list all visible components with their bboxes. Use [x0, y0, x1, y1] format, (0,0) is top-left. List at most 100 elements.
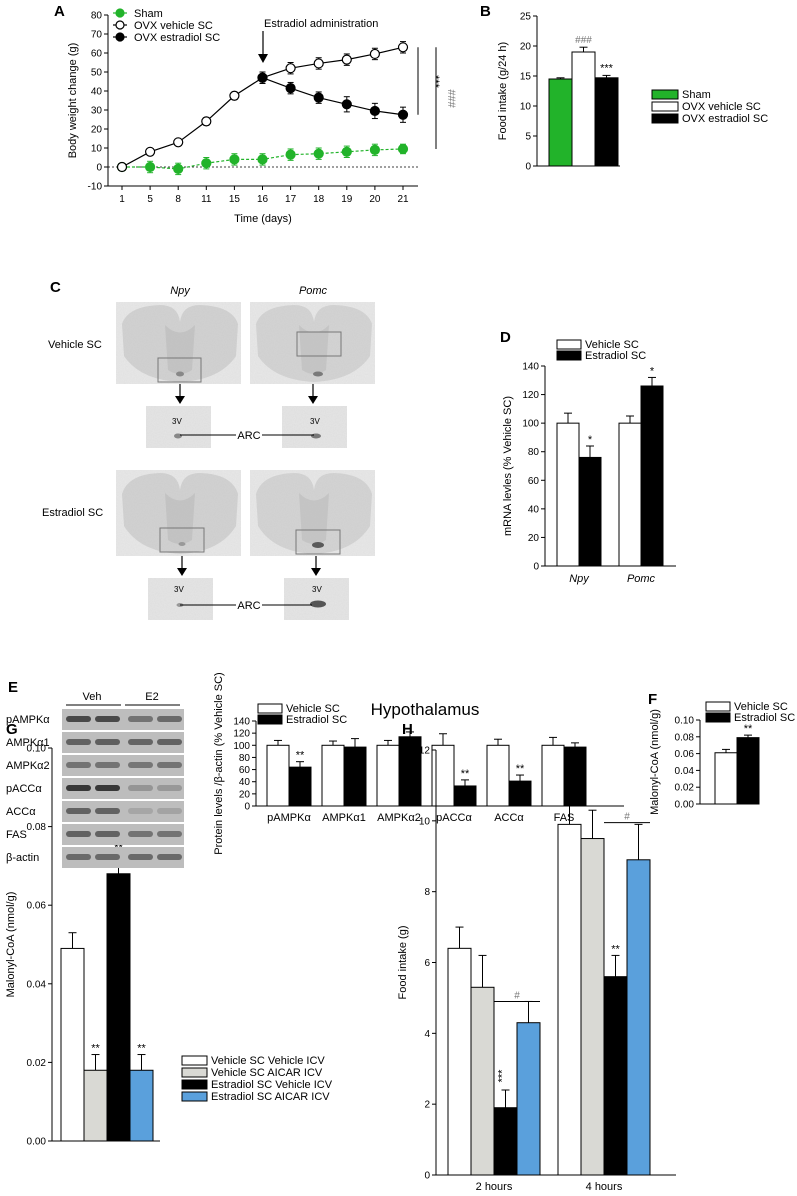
x-tick-label: 16	[257, 194, 269, 205]
legend-swatch	[181, 1055, 208, 1066]
blot-band	[66, 808, 91, 814]
legend-label: Estradiol SC	[585, 350, 646, 362]
blot-band	[128, 739, 153, 745]
data-point	[285, 149, 296, 160]
y-axis-title: Malonyl-CoA (nmol/g)	[5, 892, 17, 998]
blot-group-veh: Veh	[83, 691, 102, 703]
data-point	[145, 146, 156, 157]
blot-band	[66, 762, 91, 768]
legend-label: OVX estradiol SC	[134, 32, 220, 44]
y-tick-label: 120	[233, 729, 250, 740]
y-tick-label: 100	[233, 741, 250, 752]
legend-label: Estradiol SC	[286, 714, 347, 726]
x-axis-title: Time (days)	[234, 213, 292, 225]
legend-marker	[115, 20, 125, 30]
legend-swatch	[705, 712, 731, 723]
x-tick-label: 19	[341, 194, 353, 205]
bar	[288, 766, 312, 807]
y-tick-label: 0.08	[27, 822, 47, 833]
bar	[83, 1069, 108, 1142]
y-tick-label: 20	[91, 125, 103, 136]
y-tick-label: 0.00	[27, 1137, 47, 1148]
blot-strip	[62, 732, 184, 753]
bar	[129, 1069, 154, 1142]
bar	[571, 51, 596, 167]
legend-swatch	[651, 101, 679, 112]
col-label-pomc: Pomc	[299, 285, 328, 297]
blot-band	[128, 762, 153, 768]
x-tick-label: 4 hours	[586, 1181, 623, 1193]
x-tick-label: pACCα	[436, 812, 472, 824]
bar	[556, 422, 580, 567]
significance-marker: **	[516, 763, 525, 775]
row-label-estradiol: Estradiol SC	[42, 507, 103, 519]
data-point	[257, 154, 268, 165]
y-tick-label: 10	[520, 102, 532, 113]
blot-band	[95, 854, 120, 860]
panel-label-e: E	[8, 679, 18, 696]
blot-band	[95, 785, 120, 791]
npy-vehicle-section	[116, 302, 241, 384]
blot-band	[66, 739, 91, 745]
bar	[640, 385, 664, 567]
legend-label: Sham	[134, 8, 163, 20]
y-tick-label: 0.00	[675, 800, 695, 811]
blot-row-label: pAMPKα	[6, 714, 50, 726]
x-tick-label: ACCα	[494, 812, 524, 824]
bar	[541, 744, 565, 807]
bar	[493, 1107, 518, 1176]
npy-estradiol-zoom: 3V	[148, 578, 213, 620]
legend-label: OVX estradiol SC	[682, 113, 768, 125]
legend-swatch	[257, 714, 283, 725]
data-point	[397, 143, 409, 155]
chart-d-mrna-levels: 0 20 40 60 80 100 120 140 mRNA levles (% Vehicle…	[502, 339, 676, 585]
y-tick-label: 2	[424, 1100, 430, 1111]
npy-estradiol-section	[116, 470, 241, 556]
y-tick-label: 80	[528, 447, 540, 458]
y-tick-label: 40	[528, 504, 540, 515]
pomc-vehicle-zoom: 3V	[282, 406, 347, 448]
x-tick-label: 21	[397, 194, 409, 205]
blot-band	[157, 854, 182, 860]
legend-swatch	[556, 339, 582, 350]
data-point	[313, 92, 324, 103]
blot-row-label: AMPKα1	[6, 737, 50, 749]
y-axis-title: Food intake (g)	[397, 926, 409, 1000]
legend-label: OVX vehicle SC	[134, 20, 213, 32]
data-point	[341, 146, 352, 157]
y-tick-label: 0.10	[675, 716, 695, 727]
data-point	[229, 154, 240, 165]
y-axis-title: Food intake (g/24 h)	[497, 42, 509, 140]
data-point	[313, 58, 324, 69]
blot-band	[157, 785, 182, 791]
data-point	[173, 163, 184, 174]
chart-annotation: Estradiol administration	[264, 18, 378, 30]
panel-e-western-blot: Veh E2 pAMPKα AMPKα1 AMPKα2 pACCα ACCα FAS β-a…	[6, 691, 184, 868]
y-tick-label: 60	[239, 765, 251, 776]
blot-band	[66, 854, 91, 860]
x-tick-label: 11	[201, 194, 212, 205]
x-tick-label: 5	[147, 194, 153, 205]
data-point	[229, 90, 240, 101]
chart-a-body-weight: -10 0 10 20 30 40 50 60 70 80 Body weight change (…	[67, 8, 457, 225]
y-tick-label: 40	[239, 777, 251, 788]
y-axis-title: Malonyl-CoA (nmol/g)	[649, 709, 661, 815]
significance-marker: **	[461, 768, 470, 780]
legend-label: Vehicle SC AICAR ICV	[211, 1067, 323, 1079]
blot-band	[157, 831, 182, 837]
y-tick-label: 0.02	[675, 783, 695, 794]
y-tick-label: 0.06	[675, 749, 695, 760]
y-tick-label: 0.10	[27, 744, 47, 755]
panel-label-c: C	[50, 279, 61, 296]
x-tick-label: pAMPKα	[267, 812, 311, 824]
blot-band	[128, 854, 153, 860]
legend-swatch	[181, 1079, 208, 1090]
y-tick-label: 10	[91, 144, 103, 155]
legend-label: Vehicle SC	[286, 703, 340, 715]
data-point	[397, 42, 409, 53]
pomc-vehicle-section	[250, 302, 375, 384]
x-tick-label: Pomc	[627, 573, 656, 585]
data-point	[201, 158, 212, 169]
data-point	[116, 161, 128, 173]
y-tick-label: 25	[520, 12, 532, 23]
